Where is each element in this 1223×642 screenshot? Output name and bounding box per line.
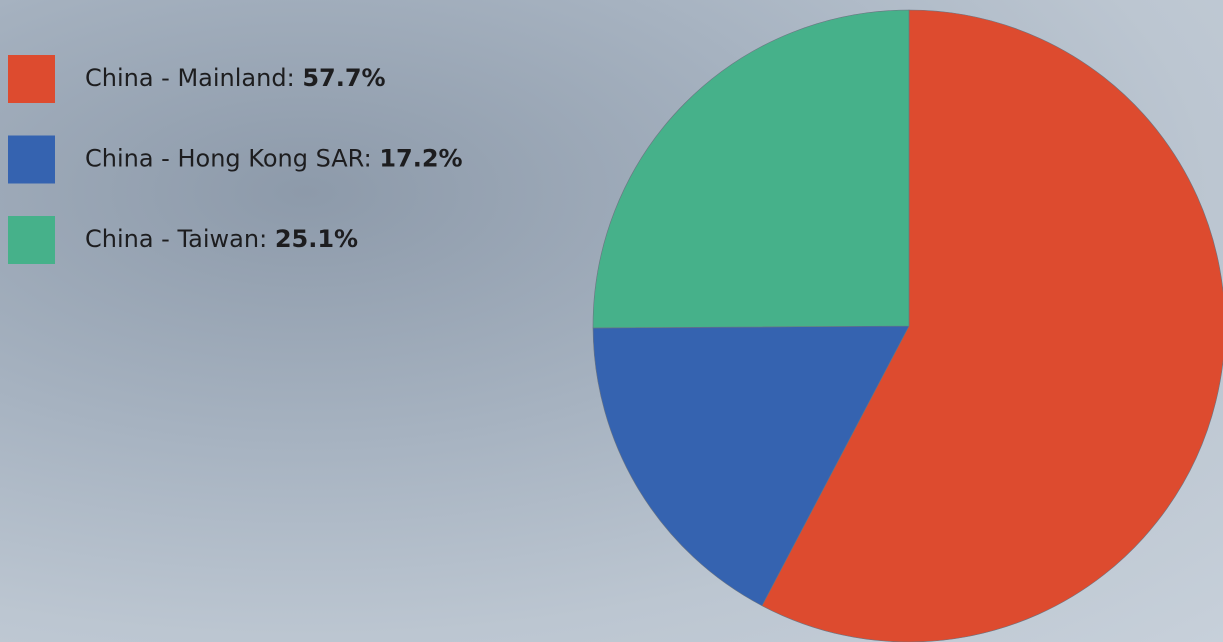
legend-category: China - Mainland: (85, 64, 295, 92)
legend-label: China - Mainland: 57.7% (85, 64, 386, 92)
legend-swatch (8, 216, 55, 264)
legend-value: 25.1% (275, 225, 358, 253)
pie-slice (761, 9, 1223, 642)
legend-swatch (8, 55, 55, 103)
legend-value: 57.7% (302, 64, 385, 92)
legend-value: 17.2% (379, 145, 462, 173)
legend-category: China - Taiwan: (85, 225, 267, 253)
legend-label: China - Taiwan: 25.1% (85, 225, 358, 253)
legend-category: China - Hong Kong SAR: (85, 145, 372, 173)
legend-swatch (8, 135, 55, 184)
pie-slice (592, 325, 910, 607)
legend-label: China - Hong Kong SAR: 17.2% (85, 145, 463, 173)
pie-slice (592, 9, 910, 329)
